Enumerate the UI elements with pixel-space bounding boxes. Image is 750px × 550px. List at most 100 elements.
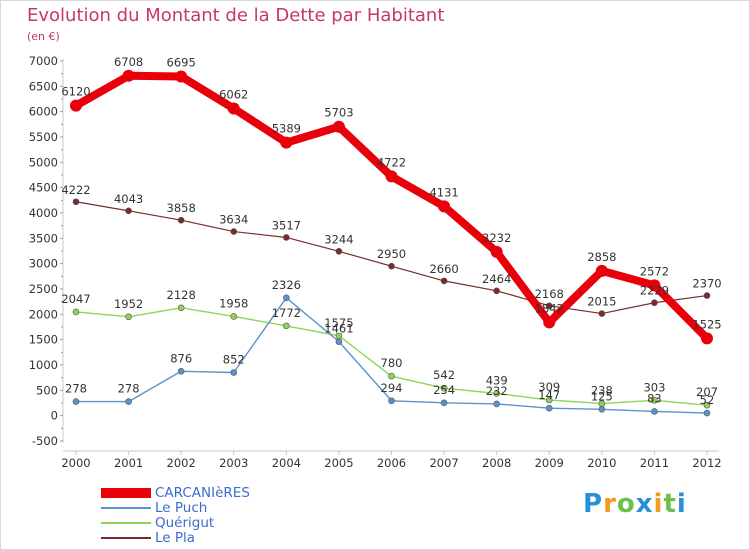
data-point	[177, 304, 185, 312]
x-tick-label: 2001	[114, 456, 143, 470]
data-point	[125, 313, 132, 321]
data-label: 294	[381, 381, 403, 395]
logo-letter: i	[653, 489, 664, 519]
x-tick-label: 2010	[587, 456, 616, 470]
data-label: 2660	[429, 262, 458, 276]
data-point	[177, 216, 185, 224]
data-point	[543, 316, 556, 329]
data-label: 4131	[429, 185, 458, 199]
data-point	[230, 228, 238, 235]
logo-letter: o	[616, 489, 636, 519]
data-label: 3244	[324, 232, 353, 246]
y-tick-label: 4500	[29, 181, 58, 195]
data-label: 2572	[640, 264, 669, 278]
data-label: 278	[65, 382, 87, 396]
y-tick-label: 1000	[29, 358, 58, 372]
data-label: 303	[643, 380, 665, 394]
data-label: 3517	[272, 218, 301, 232]
data-label: 278	[118, 382, 140, 396]
data-point	[493, 390, 500, 397]
y-tick-label: 1500	[29, 333, 58, 347]
data-label: 1525	[692, 317, 721, 331]
data-label: 1772	[272, 306, 301, 320]
x-tick-label: 2005	[324, 456, 353, 470]
legend-label: Quérigut	[155, 515, 215, 531]
logo-letter: t	[663, 489, 677, 519]
data-point	[388, 372, 395, 380]
data-label: 542	[433, 368, 455, 382]
x-tick-label: 2008	[482, 456, 511, 470]
data-label: 52	[700, 393, 715, 407]
chart-subtitle: (en €)	[27, 30, 60, 43]
data-point	[283, 234, 290, 241]
data-label: 2326	[272, 278, 301, 292]
x-tick-label: 2007	[429, 456, 458, 470]
data-label: 147	[538, 388, 560, 402]
legend-swatch	[101, 507, 151, 509]
y-tick-label: 6500	[29, 79, 58, 93]
y-tick-label: 5500	[29, 130, 58, 144]
series-le-pla	[72, 198, 711, 317]
data-label: 2128	[167, 288, 196, 302]
data-point	[493, 287, 500, 295]
data-point	[72, 198, 80, 206]
logo-letter: i	[676, 489, 687, 519]
data-label: 1842	[535, 301, 564, 315]
data-label: 83	[647, 391, 662, 405]
data-labels-layer: 4222 4043 3858 3634 3517 3244 2950 2660 2464 2168…	[61, 55, 721, 407]
data-label: 2168	[535, 287, 564, 301]
chart-title: Evolution du Montant de la Dette par Hab…	[27, 5, 445, 26]
data-point	[545, 302, 553, 310]
data-point	[703, 292, 711, 299]
y-tick-label: 0	[51, 409, 58, 423]
y-tick-label: 6000	[29, 105, 58, 119]
chart-axes: -500 0 500 1000 1500 2000 2500 3000 3500 4000 4500…	[29, 54, 722, 470]
data-point	[493, 400, 500, 408]
data-label: 125	[591, 389, 613, 403]
data-point	[283, 322, 290, 330]
data-point	[335, 248, 343, 255]
data-point	[175, 70, 188, 83]
data-point	[703, 401, 711, 409]
y-tick-label: 3000	[29, 257, 58, 271]
data-label: 2370	[692, 277, 721, 291]
data-point	[230, 313, 238, 320]
logo-letter: r	[603, 489, 617, 519]
data-label: 2229	[640, 284, 669, 298]
data-label: 852	[223, 352, 245, 366]
data-point	[72, 308, 80, 316]
logo-letter: x	[635, 489, 654, 519]
data-label: 4722	[377, 155, 406, 169]
y-tick-label: 2000	[29, 307, 58, 321]
data-point	[283, 294, 290, 302]
legend-label: Le Puch	[155, 500, 208, 516]
data-point	[595, 264, 608, 277]
data-point	[125, 207, 132, 215]
data-point	[388, 262, 395, 270]
series-le-puch	[72, 294, 711, 417]
data-point	[648, 279, 661, 292]
data-label: 439	[486, 373, 508, 387]
x-tick-label: 2012	[692, 456, 721, 470]
data-label: 2950	[377, 247, 406, 261]
data-label: 6120	[61, 85, 90, 99]
data-label: 1958	[219, 296, 248, 310]
data-label: 309	[538, 380, 560, 394]
data-point	[651, 397, 658, 404]
data-label: 5703	[324, 106, 353, 120]
data-label: 6062	[219, 88, 248, 102]
y-tick-label: 2500	[29, 282, 58, 296]
data-label: 6695	[167, 55, 196, 69]
series-layer	[70, 69, 713, 417]
data-point	[701, 332, 713, 345]
x-tick-label: 2003	[219, 456, 248, 470]
data-label: 2858	[587, 250, 616, 264]
data-point	[440, 399, 448, 407]
x-tick-label: 2011	[640, 456, 669, 470]
data-label: 1461	[324, 322, 353, 336]
data-point	[72, 398, 80, 405]
data-point	[598, 310, 606, 317]
data-label: 1575	[324, 316, 353, 330]
data-point	[280, 136, 293, 149]
